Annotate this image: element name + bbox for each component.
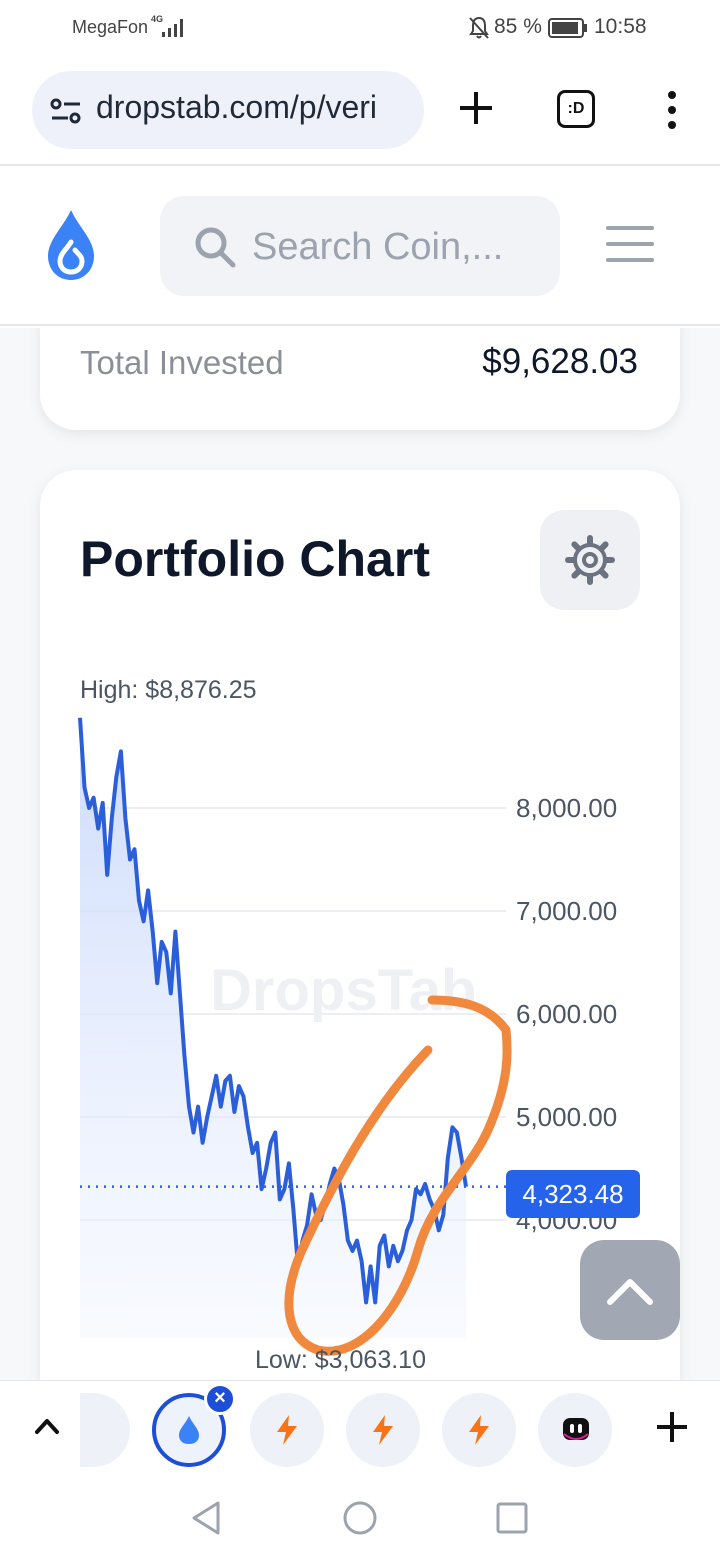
bolt-icon — [373, 1415, 393, 1445]
address-bar[interactable]: dropstab.com/p/veri — [32, 71, 424, 149]
home-icon[interactable] — [342, 1500, 378, 1536]
total-invested-label: Total Invested — [80, 344, 284, 381]
search-input[interactable]: Search Coin,... — [160, 196, 560, 296]
tab-bolt-1[interactable] — [250, 1393, 324, 1467]
carrier-name: MegaFon — [72, 17, 149, 37]
y-tick-label: 8,000.00 — [516, 793, 617, 823]
tab-thumbnail-partial[interactable] — [80, 1393, 130, 1467]
signal-icon — [162, 19, 183, 37]
more-menu-icon[interactable] — [664, 90, 680, 130]
total-invested-value: $9,628.03 — [482, 342, 638, 381]
portfolio-content: Total Invested $9,628.03 Portfolio Chart — [0, 328, 720, 1380]
hamburger-menu-icon[interactable] — [606, 226, 654, 266]
clock: 10:58 — [594, 15, 647, 38]
tab-bolt-3[interactable] — [442, 1393, 516, 1467]
new-tab-button[interactable] — [456, 88, 496, 128]
site-settings-icon[interactable] — [50, 97, 82, 125]
dropstab-watermark: DropsTab — [210, 958, 476, 1023]
close-tab-icon[interactable]: × — [204, 1383, 236, 1415]
recent-apps-icon[interactable] — [496, 1502, 528, 1534]
chevron-up-icon[interactable] — [34, 1417, 60, 1435]
chart-series-line — [78, 717, 468, 1305]
tab-bolt-2[interactable] — [346, 1393, 420, 1467]
chevron-up-icon — [607, 1279, 653, 1305]
total-invested-card: Total Invested $9,628.03 — [40, 328, 680, 430]
gear-icon — [565, 535, 615, 585]
tab-switcher-button[interactable]: :D — [557, 90, 595, 128]
y-tick-label: 7,000.00 — [516, 896, 617, 926]
battery-percent: 85 % — [494, 15, 542, 38]
add-tab-icon[interactable] — [654, 1409, 690, 1445]
tab-dropstab[interactable]: × — [152, 1383, 236, 1467]
scroll-to-top-button[interactable] — [580, 1240, 680, 1340]
bell-muted-icon — [469, 16, 489, 39]
bolt-icon — [277, 1415, 297, 1445]
hand-drawn-annotation — [284, 995, 512, 1356]
app-icon — [563, 1418, 589, 1440]
site-header: Search Coin,... — [0, 168, 720, 326]
url-text: dropstab.com/p/veri — [96, 89, 378, 125]
portfolio-chart-card: Portfolio Chart High: $8,876.25 — [40, 470, 680, 1380]
bolt-icon — [469, 1415, 489, 1445]
chart-settings-button[interactable] — [540, 510, 640, 610]
y-tick-label: 5,000.00 — [516, 1102, 617, 1132]
chart-high-label: High: $8,876.25 — [80, 676, 257, 704]
network-type: 4G — [151, 14, 164, 24]
current-value-badge: 4,323.48 — [506, 1170, 640, 1218]
portfolio-chart[interactable]: DropsTab 8,000.00 7,000.00 6,000.00 5,000.0… — [40, 470, 680, 1380]
dropstab-tab-icon — [179, 1416, 199, 1444]
system-nav-bar — [0, 1480, 720, 1560]
search-icon — [195, 227, 236, 268]
search-placeholder: Search Coin,... — [252, 226, 504, 268]
tab-app[interactable] — [538, 1393, 612, 1467]
dropstab-logo-icon[interactable] — [44, 208, 98, 282]
battery-icon — [548, 18, 587, 38]
y-tick-label: 6,000.00 — [516, 999, 617, 1029]
status-bar: MegaFon 4G 85 % 10:58 — [0, 0, 720, 56]
chart-area-fill — [80, 717, 466, 1338]
page-title: Portfolio Chart — [80, 531, 430, 587]
tab-strip: × — [0, 1380, 720, 1480]
chart-low-label: Low: $3,063.10 — [255, 1346, 426, 1374]
back-icon[interactable] — [190, 1500, 222, 1536]
browser-toolbar: dropstab.com/p/veri :D — [0, 56, 720, 166]
